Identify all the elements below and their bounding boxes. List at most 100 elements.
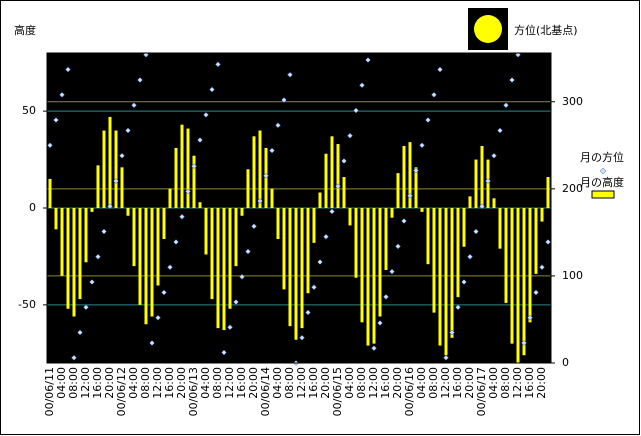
- x-tick-label: 20:00: [247, 367, 260, 399]
- point: [509, 77, 515, 83]
- x-tick-label: 12:00: [79, 367, 92, 399]
- bar: [258, 130, 262, 208]
- point: [311, 284, 317, 291]
- bar: [510, 208, 514, 344]
- point: [545, 239, 551, 245]
- bar: [180, 124, 184, 208]
- bar: [192, 155, 196, 208]
- point: [95, 253, 101, 260]
- x-tick-label: 20:00: [535, 367, 548, 399]
- bar: [204, 208, 208, 255]
- y2-tick-label: 100: [562, 269, 583, 282]
- point: [533, 289, 539, 296]
- point: [155, 314, 161, 321]
- bar: [240, 208, 244, 216]
- x-tick-label: 08:00: [427, 367, 440, 399]
- bar: [78, 208, 82, 300]
- bar: [72, 208, 76, 317]
- x-tick-label: 12:00: [511, 367, 524, 399]
- point: [65, 66, 71, 73]
- bar: [96, 165, 100, 208]
- bar: [528, 208, 532, 323]
- point: [473, 228, 479, 235]
- x-tick-label: 16:00: [163, 367, 176, 399]
- point: [461, 279, 467, 285]
- bar: [360, 208, 364, 323]
- bar: [144, 208, 148, 325]
- point: [419, 142, 425, 149]
- bar: [408, 142, 412, 208]
- point: [257, 198, 263, 204]
- point: [251, 223, 257, 230]
- bar: [444, 208, 448, 356]
- bar: [186, 128, 190, 208]
- bar: [318, 192, 322, 208]
- bar: [330, 136, 334, 208]
- bar: [456, 208, 460, 298]
- bar: [252, 136, 256, 208]
- point: [341, 158, 347, 164]
- x-tick-label: 00/06/12: [115, 367, 128, 416]
- bar: [474, 159, 478, 208]
- point: [539, 264, 545, 271]
- bar: [522, 208, 526, 356]
- x-tick-label: 12:00: [439, 367, 452, 399]
- bar: [420, 208, 424, 212]
- point: [221, 349, 227, 356]
- bar: [438, 208, 442, 346]
- point: [47, 142, 53, 149]
- point: [101, 228, 107, 235]
- bar: [114, 130, 118, 208]
- point: [305, 309, 311, 316]
- point: [437, 66, 443, 73]
- y2-tick-label: 0: [562, 356, 569, 369]
- bar: [90, 208, 94, 212]
- point: [287, 71, 293, 78]
- bar: [84, 208, 88, 263]
- x-tick-label: 08:00: [355, 367, 368, 399]
- x-tick-label: 04:00: [271, 367, 284, 399]
- point: [71, 354, 77, 361]
- point: [317, 259, 323, 265]
- point: [119, 152, 125, 159]
- bar: [546, 177, 550, 208]
- x-tick-label: 08:00: [139, 367, 152, 399]
- bar: [300, 208, 304, 329]
- point: [431, 91, 437, 98]
- moon-icon: [474, 15, 502, 43]
- x-tick-label: 08:00: [499, 367, 512, 399]
- x-tick-label: 00/06/15: [331, 367, 344, 416]
- point: [497, 127, 503, 134]
- bar: [270, 188, 274, 208]
- x-tick-label: 04:00: [415, 367, 428, 399]
- x-tick-label: 16:00: [307, 367, 320, 399]
- point: [239, 273, 245, 280]
- bar: [162, 208, 166, 239]
- bar: [108, 116, 112, 208]
- bar: [66, 208, 70, 309]
- point: [389, 268, 395, 275]
- bar: [222, 208, 226, 331]
- x-tick-label: 08:00: [67, 367, 80, 399]
- x-tick-label: 00/06/14: [259, 367, 272, 416]
- bar: [516, 208, 520, 363]
- bar: [378, 208, 382, 317]
- bar: [126, 208, 130, 216]
- bar: [282, 208, 286, 290]
- point: [329, 208, 335, 215]
- point: [299, 334, 305, 341]
- bar: [234, 208, 238, 267]
- point: [449, 329, 455, 336]
- y-tick-label: 0: [29, 201, 36, 214]
- point: [269, 147, 275, 154]
- bar: [246, 169, 250, 208]
- point: [53, 117, 59, 123]
- bar: [150, 208, 154, 317]
- bar: [102, 130, 106, 208]
- bar: [120, 167, 124, 208]
- x-tick-label: 20:00: [175, 367, 188, 399]
- legend-swatch: [591, 190, 615, 199]
- bar: [54, 208, 58, 230]
- x-tick-label: 04:00: [55, 367, 68, 399]
